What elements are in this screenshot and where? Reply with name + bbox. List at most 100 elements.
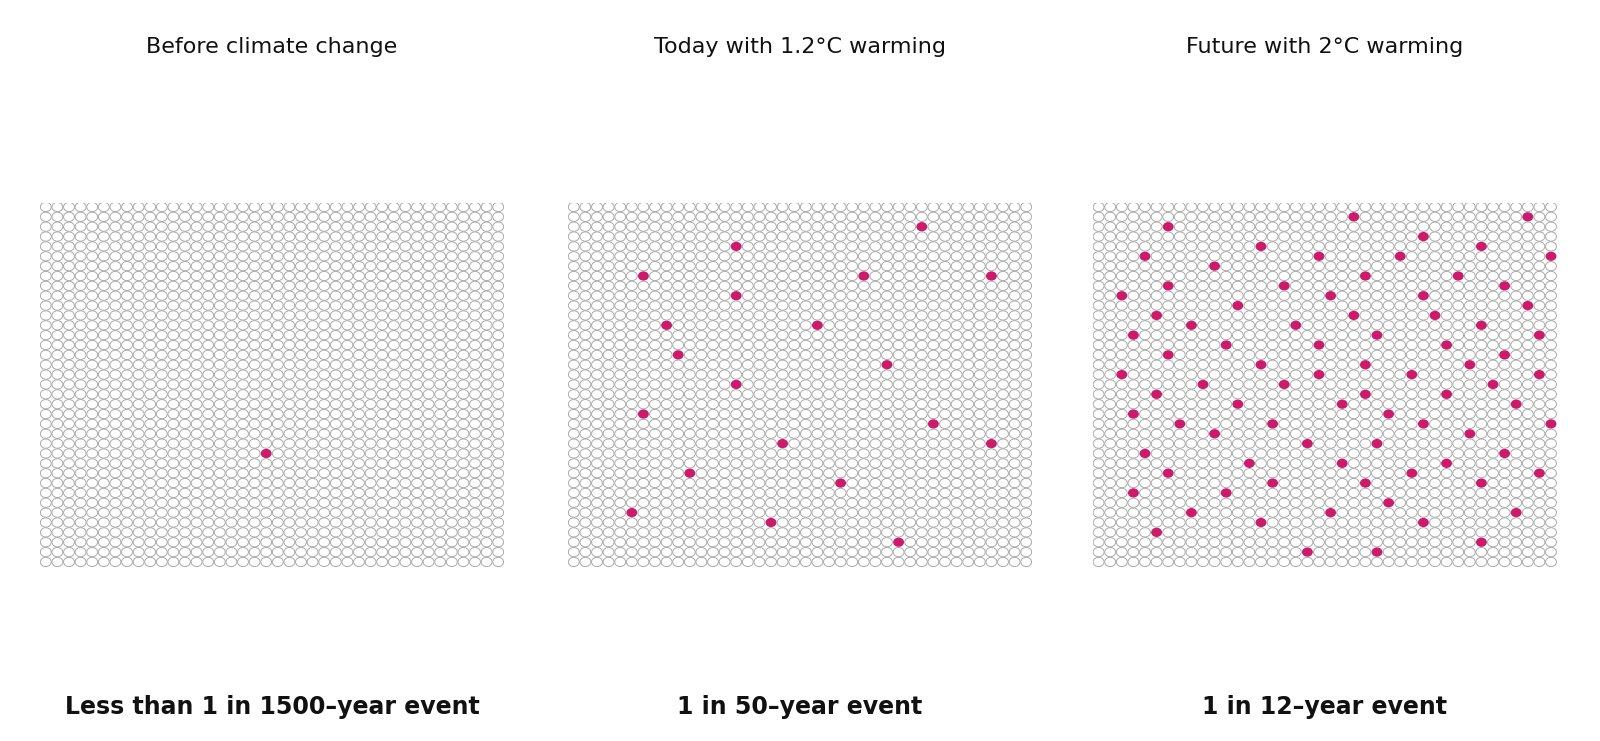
Ellipse shape xyxy=(1371,310,1382,320)
Ellipse shape xyxy=(330,488,341,497)
Ellipse shape xyxy=(718,360,730,369)
Ellipse shape xyxy=(86,508,98,517)
Ellipse shape xyxy=(1256,242,1267,251)
Ellipse shape xyxy=(1314,340,1325,350)
Ellipse shape xyxy=(376,459,387,468)
Ellipse shape xyxy=(1360,419,1371,428)
Ellipse shape xyxy=(75,282,86,290)
Ellipse shape xyxy=(389,291,400,300)
Ellipse shape xyxy=(203,321,214,330)
Ellipse shape xyxy=(318,537,330,547)
Ellipse shape xyxy=(917,508,928,517)
Ellipse shape xyxy=(800,498,811,508)
Ellipse shape xyxy=(318,262,330,270)
Ellipse shape xyxy=(1510,202,1522,212)
Ellipse shape xyxy=(870,548,882,556)
Ellipse shape xyxy=(122,399,133,409)
Ellipse shape xyxy=(422,222,434,231)
Ellipse shape xyxy=(603,252,614,261)
Ellipse shape xyxy=(272,409,283,419)
Ellipse shape xyxy=(614,360,626,369)
Ellipse shape xyxy=(226,449,237,458)
Ellipse shape xyxy=(963,310,974,320)
Ellipse shape xyxy=(1371,271,1382,281)
Ellipse shape xyxy=(904,479,915,488)
Ellipse shape xyxy=(122,330,133,340)
Ellipse shape xyxy=(1150,340,1162,350)
Ellipse shape xyxy=(342,528,354,537)
Ellipse shape xyxy=(1104,350,1115,359)
Ellipse shape xyxy=(882,380,893,389)
Ellipse shape xyxy=(203,449,214,458)
Ellipse shape xyxy=(296,468,307,478)
Ellipse shape xyxy=(203,282,214,290)
Ellipse shape xyxy=(614,537,626,547)
Ellipse shape xyxy=(685,390,696,399)
Ellipse shape xyxy=(493,537,504,547)
Ellipse shape xyxy=(650,409,661,419)
Ellipse shape xyxy=(685,202,696,212)
Ellipse shape xyxy=(1174,409,1186,419)
Ellipse shape xyxy=(86,380,98,389)
Ellipse shape xyxy=(1197,479,1208,488)
Ellipse shape xyxy=(1534,271,1546,281)
Ellipse shape xyxy=(882,370,893,379)
Ellipse shape xyxy=(307,340,318,350)
Ellipse shape xyxy=(51,488,62,497)
Ellipse shape xyxy=(261,479,272,488)
Ellipse shape xyxy=(1488,282,1499,290)
Ellipse shape xyxy=(731,310,742,320)
Ellipse shape xyxy=(1290,370,1301,379)
Ellipse shape xyxy=(718,212,730,222)
Ellipse shape xyxy=(603,340,614,350)
Ellipse shape xyxy=(638,291,650,300)
Ellipse shape xyxy=(811,557,822,567)
Ellipse shape xyxy=(354,380,365,389)
Ellipse shape xyxy=(389,429,400,439)
Ellipse shape xyxy=(122,390,133,399)
Ellipse shape xyxy=(1290,262,1301,270)
Ellipse shape xyxy=(86,528,98,537)
Ellipse shape xyxy=(1349,380,1360,389)
Ellipse shape xyxy=(422,321,434,330)
Ellipse shape xyxy=(110,479,122,488)
Ellipse shape xyxy=(718,518,730,527)
Ellipse shape xyxy=(1418,390,1429,399)
Ellipse shape xyxy=(1546,498,1557,508)
Ellipse shape xyxy=(237,528,248,537)
Ellipse shape xyxy=(1442,439,1453,448)
Ellipse shape xyxy=(939,282,950,290)
Ellipse shape xyxy=(190,468,202,478)
Ellipse shape xyxy=(354,537,365,547)
Ellipse shape xyxy=(250,449,261,458)
Ellipse shape xyxy=(893,429,904,439)
Ellipse shape xyxy=(157,282,168,290)
Ellipse shape xyxy=(342,370,354,379)
Ellipse shape xyxy=(754,399,765,409)
Ellipse shape xyxy=(354,370,365,379)
Ellipse shape xyxy=(742,449,754,458)
Ellipse shape xyxy=(1290,380,1301,389)
Ellipse shape xyxy=(1325,301,1336,310)
Ellipse shape xyxy=(1021,399,1032,409)
Ellipse shape xyxy=(1163,548,1174,556)
Ellipse shape xyxy=(568,222,579,231)
Ellipse shape xyxy=(685,252,696,261)
Ellipse shape xyxy=(754,479,765,488)
Ellipse shape xyxy=(1534,301,1546,310)
Ellipse shape xyxy=(963,350,974,359)
Ellipse shape xyxy=(707,528,718,537)
Ellipse shape xyxy=(592,222,603,231)
Ellipse shape xyxy=(1429,479,1440,488)
Ellipse shape xyxy=(754,340,765,350)
Ellipse shape xyxy=(1163,370,1174,379)
Ellipse shape xyxy=(214,321,226,330)
Ellipse shape xyxy=(1104,557,1115,567)
Ellipse shape xyxy=(64,390,75,399)
Ellipse shape xyxy=(950,202,962,212)
Ellipse shape xyxy=(1010,419,1021,428)
Ellipse shape xyxy=(435,390,446,399)
Ellipse shape xyxy=(1349,232,1360,241)
Ellipse shape xyxy=(237,310,248,320)
Ellipse shape xyxy=(800,409,811,419)
